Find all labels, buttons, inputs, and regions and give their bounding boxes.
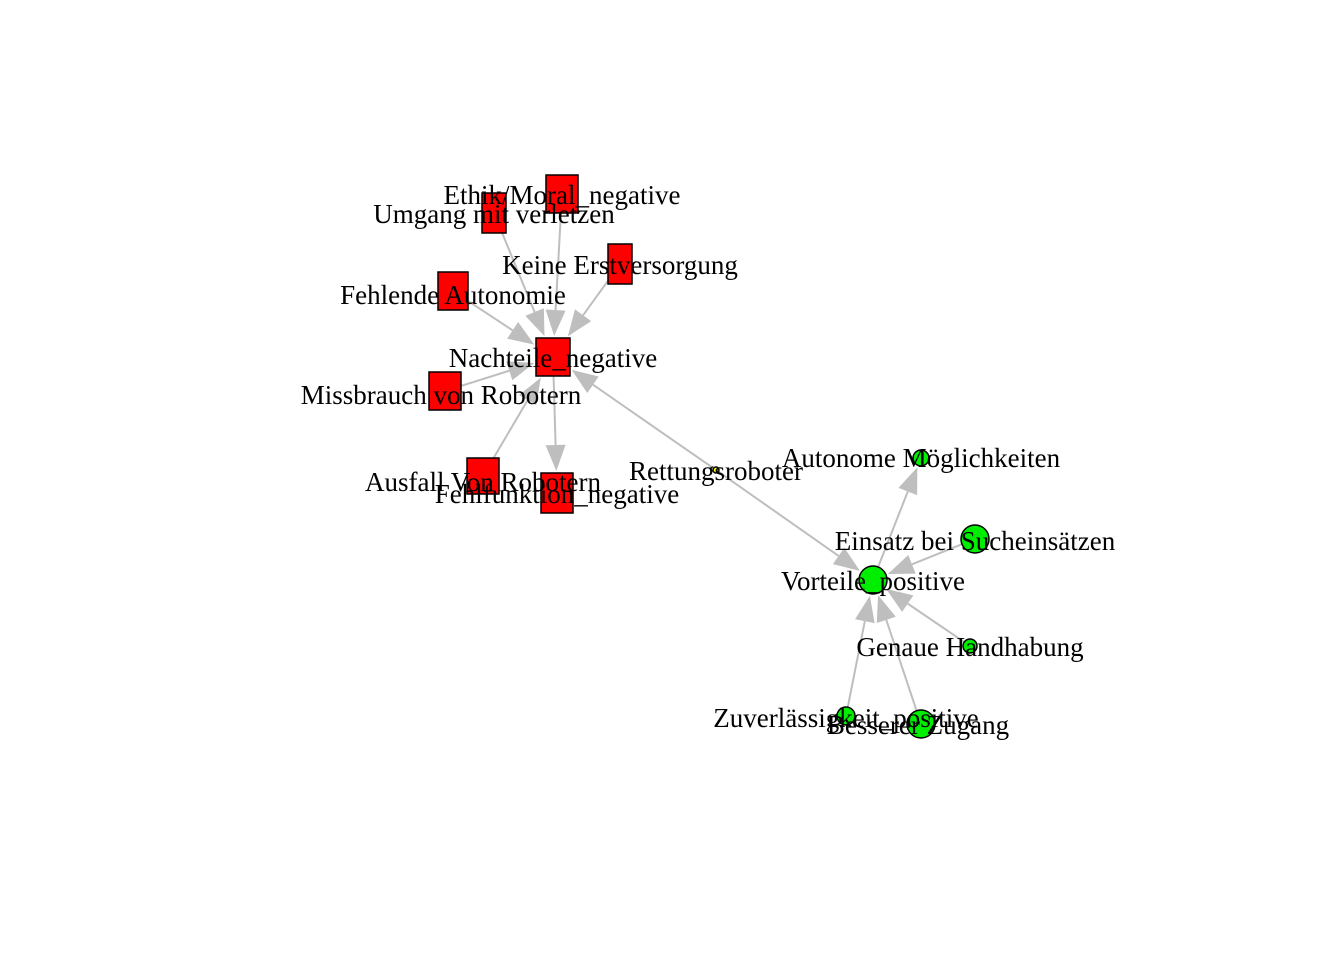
labels-layer: Nachteile_negative Ethik/Moral_negativeUm… (301, 180, 1116, 740)
arrowhead-autonomie-to-nachteile (507, 322, 535, 345)
edge-ausfall-to-nachteile (492, 399, 529, 459)
node-label-suche: Einsatz bei Sucheinsätzen (835, 526, 1116, 556)
arrowhead-zuverlaessigkeit-to-vorteile (855, 595, 875, 624)
node-vorteile (858, 565, 888, 595)
node-label-handhabung: Genaue Handhabung (856, 632, 1083, 662)
arrowhead-suche-to-vorteile (887, 555, 916, 575)
edge-rettungsroboter-to-nachteile (592, 383, 715, 470)
edge-nachteile-to-fehlfunktion (552, 375, 557, 446)
arrowhead-missbrauch-to-nachteile (506, 361, 535, 381)
node-handhabung (962, 638, 978, 654)
node-label-zugang: Besserer Zugang (827, 710, 1009, 740)
arrowhead-rettungsroboter-to-nachteile (571, 369, 599, 393)
node-label-umgang: Umgang mit verletzen (373, 199, 615, 229)
node-label-missbrauch: Missbrauch von Robotern (301, 380, 582, 410)
node-umgang (481, 192, 507, 234)
arrowhead-handhabung-to-vorteile (886, 589, 914, 612)
node-fehlfunktion (540, 472, 574, 514)
edges-layer (460, 212, 965, 712)
arrowhead-rettungsroboter-to-vorteile (832, 547, 860, 571)
arrowhead-erstversorgung-to-nachteile (567, 309, 592, 337)
node-erstversorgung (607, 243, 633, 285)
arrowhead-zugang-to-vorteile (876, 595, 896, 624)
node-nachteile (535, 337, 571, 377)
node-label-fehlfunktion: Fehlfunktion_negative (435, 479, 679, 509)
nodes-layer (428, 174, 990, 739)
arrowhead-ethik-to-nachteile (545, 309, 566, 337)
node-label-nachteile: Nachteile_negative (449, 343, 657, 373)
edge-autonomie-to-nachteile (467, 300, 514, 332)
node-ethik (545, 174, 579, 214)
edge-handhabung-to-vorteile (907, 602, 965, 643)
node-suche (960, 524, 990, 554)
edge-rettungsroboter-to-vorteile (717, 470, 840, 557)
node-rettungsroboter (712, 466, 720, 474)
arrowhead-ausfall-to-nachteile (519, 377, 541, 406)
node-label-autonomie: Fehlende Autonomie (340, 280, 566, 310)
edge-suche-to-vorteile (911, 543, 963, 566)
node-label-erstversorgung: Keine Erstversorgung (502, 250, 738, 280)
node-label-ausfall: Ausfall Von Robotern (365, 467, 601, 497)
edge-zugang-to-vorteile (885, 619, 918, 712)
node-label-vorteile: Vorteile_positive (781, 566, 965, 596)
edge-ethik-to-nachteile (554, 212, 562, 311)
node-label-ethik: Ethik/Moral_negative (444, 180, 681, 210)
node-label-rettungsroboter: Rettungsroboter (629, 456, 803, 486)
node-autonome (912, 449, 930, 467)
arrowhead-vorteile-to-autonome (898, 467, 918, 496)
node-autonomie (437, 271, 469, 311)
arrowhead-nachteile-to-fehlfunktion (545, 444, 566, 472)
node-label-zuverlaessigkeit: Zuverlässigkeit_positive (713, 703, 978, 733)
edge-vorteile-to-autonome (877, 491, 909, 568)
node-zugang (906, 709, 936, 739)
node-ausfall (466, 457, 500, 495)
node-missbrauch (428, 371, 462, 411)
edge-missbrauch-to-nachteile (460, 369, 510, 387)
edge-erstversorgung-to-nachteile (582, 280, 609, 316)
node-label-autonome: Autonome Möglichkeiten (782, 443, 1061, 473)
arrowhead-umgang-to-nachteile (525, 308, 545, 337)
edge-zuverlaessigkeit-to-vorteile (846, 621, 866, 708)
edge-umgang-to-nachteile (501, 232, 536, 313)
node-zuverlaessigkeit (836, 706, 856, 726)
